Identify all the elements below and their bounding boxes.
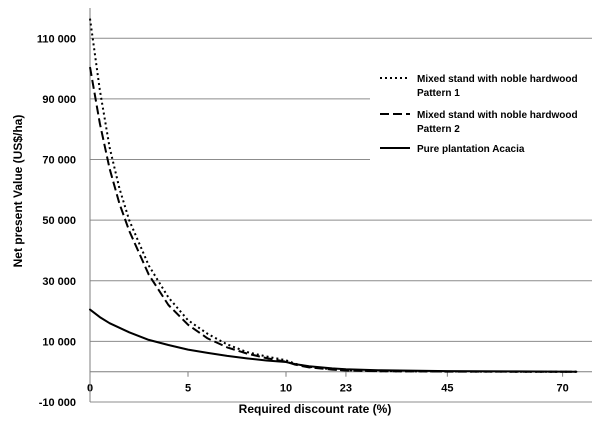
legend: Mixed stand with noble hardwood Pattern 1… bbox=[370, 64, 592, 162]
gridlines bbox=[90, 37, 592, 403]
legend-label-3: Pure plantation Acacia bbox=[417, 144, 525, 155]
series-lines bbox=[89, 18, 578, 373]
x-tick-label: 45 bbox=[441, 383, 453, 395]
y-tick-label: 90 000 bbox=[42, 94, 76, 106]
series-line-3 bbox=[89, 308, 578, 373]
y-tick-label: 70 000 bbox=[42, 155, 76, 167]
y-tick-labels: -10 000 10 000 30 000 50 000 70 000 90 000 110… bbox=[37, 33, 76, 409]
x-tick-label: 70 bbox=[556, 383, 568, 395]
y-tick-label: -10 000 bbox=[39, 397, 76, 409]
y-tick-label: 10 000 bbox=[42, 336, 76, 348]
y-axis-title: Net present Value (US$/ha) bbox=[11, 115, 25, 268]
legend-label-1: Mixed stand with noble hardwood Pattern 1 bbox=[417, 74, 578, 99]
y-tick-label: 110 000 bbox=[37, 33, 76, 45]
x-tick-label: 5 bbox=[185, 383, 191, 395]
x-axis-title: Required discount rate (%) bbox=[239, 402, 392, 416]
y-tick-label: 50 000 bbox=[42, 215, 76, 227]
legend-label-2: Mixed stand with noble hardwood Pattern 2 bbox=[417, 110, 578, 135]
x-tick-label: 23 bbox=[340, 383, 352, 395]
y-tick-label: 30 000 bbox=[42, 276, 76, 288]
x-tick-label: 10 bbox=[280, 383, 292, 395]
series-line-2 bbox=[89, 66, 577, 373]
